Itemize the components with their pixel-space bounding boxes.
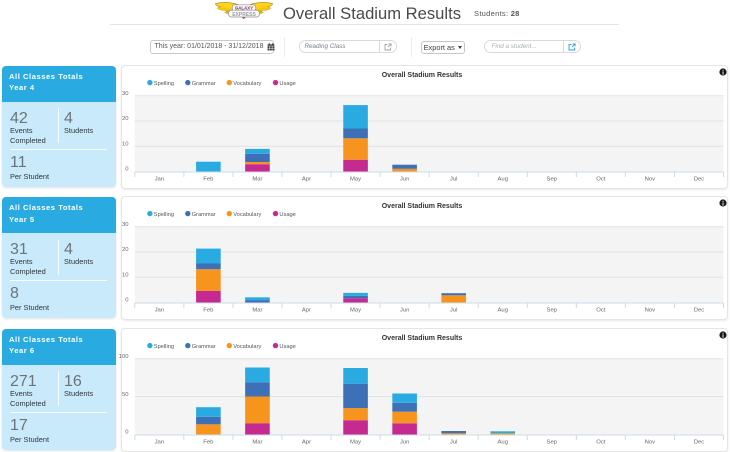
svg-text:Jan: Jan	[154, 439, 164, 445]
svg-text:Feb: Feb	[203, 176, 214, 182]
svg-text:Jul: Jul	[449, 439, 457, 445]
svg-text:EXPRESS: EXPRESS	[232, 12, 256, 18]
svg-text:Overall Stadium Results: Overall Stadium Results	[381, 71, 462, 78]
svg-text:Spelling: Spelling	[153, 344, 173, 350]
svg-text:10: 10	[121, 141, 128, 147]
svg-text:Spelling: Spelling	[153, 80, 173, 86]
svg-text:0: 0	[125, 166, 129, 172]
svg-text:Apr: Apr	[301, 176, 310, 182]
svg-text:May: May	[349, 307, 360, 313]
svg-text:0: 0	[125, 429, 129, 435]
svg-text:Grammar: Grammar	[191, 344, 215, 350]
svg-text:Vocabulary: Vocabulary	[233, 344, 261, 350]
svg-text:Jan: Jan	[154, 176, 164, 182]
svg-text:Overall Stadium Results: Overall Stadium Results	[381, 334, 462, 341]
svg-text:Grammar: Grammar	[191, 212, 215, 218]
svg-text:Sep: Sep	[546, 439, 557, 445]
svg-text:10: 10	[121, 272, 128, 278]
svg-text:Mar: Mar	[252, 176, 262, 182]
svg-text:Aug: Aug	[497, 439, 507, 445]
svg-text:May: May	[349, 439, 360, 445]
svg-text:Apr: Apr	[301, 307, 310, 313]
svg-text:Mar: Mar	[252, 307, 262, 313]
svg-text:Mar: Mar	[252, 439, 262, 445]
svg-text:Overall Stadium Results: Overall Stadium Results	[381, 203, 462, 210]
svg-text:Nov: Nov	[644, 176, 655, 182]
svg-text:20: 20	[121, 116, 128, 122]
svg-text:Feb: Feb	[203, 439, 214, 445]
svg-text:Oct: Oct	[596, 176, 606, 182]
svg-text:Dec: Dec	[693, 307, 704, 313]
svg-text:Aug: Aug	[497, 176, 507, 182]
svg-text:Nov: Nov	[644, 307, 655, 313]
svg-text:Vocabulary: Vocabulary	[233, 80, 261, 86]
svg-text:Sep: Sep	[546, 307, 557, 313]
svg-text:Apr: Apr	[301, 439, 310, 445]
svg-text:50: 50	[121, 391, 128, 397]
svg-text:Nov: Nov	[644, 439, 655, 445]
svg-text:30: 30	[121, 90, 128, 96]
svg-text:Jun: Jun	[399, 176, 409, 182]
svg-text:Grammar: Grammar	[191, 80, 215, 86]
svg-text:Sep: Sep	[546, 176, 557, 182]
svg-text:Jan: Jan	[154, 307, 164, 313]
svg-text:Dec: Dec	[693, 176, 704, 182]
svg-text:May: May	[349, 176, 360, 182]
svg-text:Aug: Aug	[497, 307, 507, 313]
svg-text:30: 30	[121, 222, 128, 228]
svg-text:Oct: Oct	[596, 439, 606, 445]
svg-text:Spelling: Spelling	[153, 212, 173, 218]
svg-text:Dec: Dec	[693, 439, 704, 445]
svg-text:Jun: Jun	[399, 439, 409, 445]
svg-text:Usage: Usage	[279, 80, 295, 86]
svg-text:Jul: Jul	[449, 307, 457, 313]
svg-text:20: 20	[121, 247, 128, 253]
svg-text:Feb: Feb	[203, 307, 214, 313]
svg-text:0: 0	[125, 298, 129, 304]
svg-text:Jul: Jul	[449, 176, 457, 182]
svg-text:Oct: Oct	[596, 307, 606, 313]
svg-text:Jun: Jun	[399, 307, 409, 313]
svg-text:Usage: Usage	[279, 344, 295, 350]
svg-text:Vocabulary: Vocabulary	[233, 212, 261, 218]
svg-text:100: 100	[118, 354, 129, 360]
svg-text:GALAXY: GALAXY	[235, 6, 253, 11]
svg-text:Usage: Usage	[279, 212, 295, 218]
